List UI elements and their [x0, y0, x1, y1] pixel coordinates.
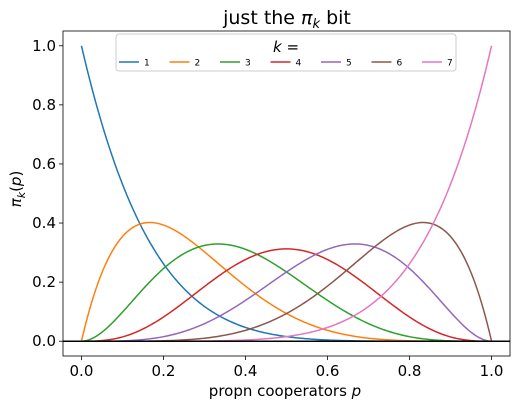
series-line-k1 — [80, 45, 492, 342]
y-tick-label: 0.0 — [32, 332, 56, 350]
x-tick-label: 0.6 — [316, 362, 340, 380]
series-line-k3 — [81, 243, 492, 342]
legend-label-k4: 4 — [296, 59, 302, 69]
legend-title: k = — [273, 38, 299, 56]
x-axis-label: propn cooperators p — [209, 382, 361, 400]
x-tick-label: 0.0 — [70, 362, 94, 380]
x-tick-label: 0.2 — [152, 362, 176, 380]
y-tick-label: 0.8 — [32, 96, 56, 114]
series-line-k5 — [81, 243, 492, 342]
legend-entries: 1 2 3 4 5 6 7 — [119, 59, 453, 69]
axes-layer: 0.0 0.2 0.4 0.6 0.8 1.0 0.0 0.2 0.4 0.6 0.8 1.0 — [32, 30, 511, 380]
legend: k = 1 2 3 4 5 6 7 — [115, 33, 457, 72]
legend-label-k2: 2 — [195, 59, 201, 69]
legend-label-k5: 5 — [346, 59, 352, 69]
legend-label-k6: 6 — [397, 59, 403, 69]
legend-label-k1: 1 — [144, 59, 150, 69]
series-line-k7 — [81, 45, 493, 342]
x-tick-label: 0.4 — [234, 362, 258, 380]
chart-title: just the πk bit — [222, 7, 351, 32]
x-tick-label: 1.0 — [480, 362, 504, 380]
y-tick-label: 0.6 — [32, 155, 56, 173]
legend-label-k3: 3 — [245, 59, 251, 69]
y-tick-label: 0.2 — [32, 273, 56, 291]
series-line-k6 — [81, 221, 493, 342]
y-tick-label: 0.4 — [32, 214, 56, 232]
plot-frame — [62, 30, 511, 357]
y-tick-label: 1.0 — [32, 37, 56, 55]
y-axis-label: πk(p) — [7, 171, 28, 208]
series-line-k2 — [80, 221, 492, 342]
legend-label-k7: 7 — [447, 59, 453, 69]
series-layer — [63, 45, 510, 342]
legend-frame — [115, 33, 457, 72]
x-tick-label: 0.8 — [398, 362, 422, 380]
series-line-k4 — [81, 248, 492, 342]
